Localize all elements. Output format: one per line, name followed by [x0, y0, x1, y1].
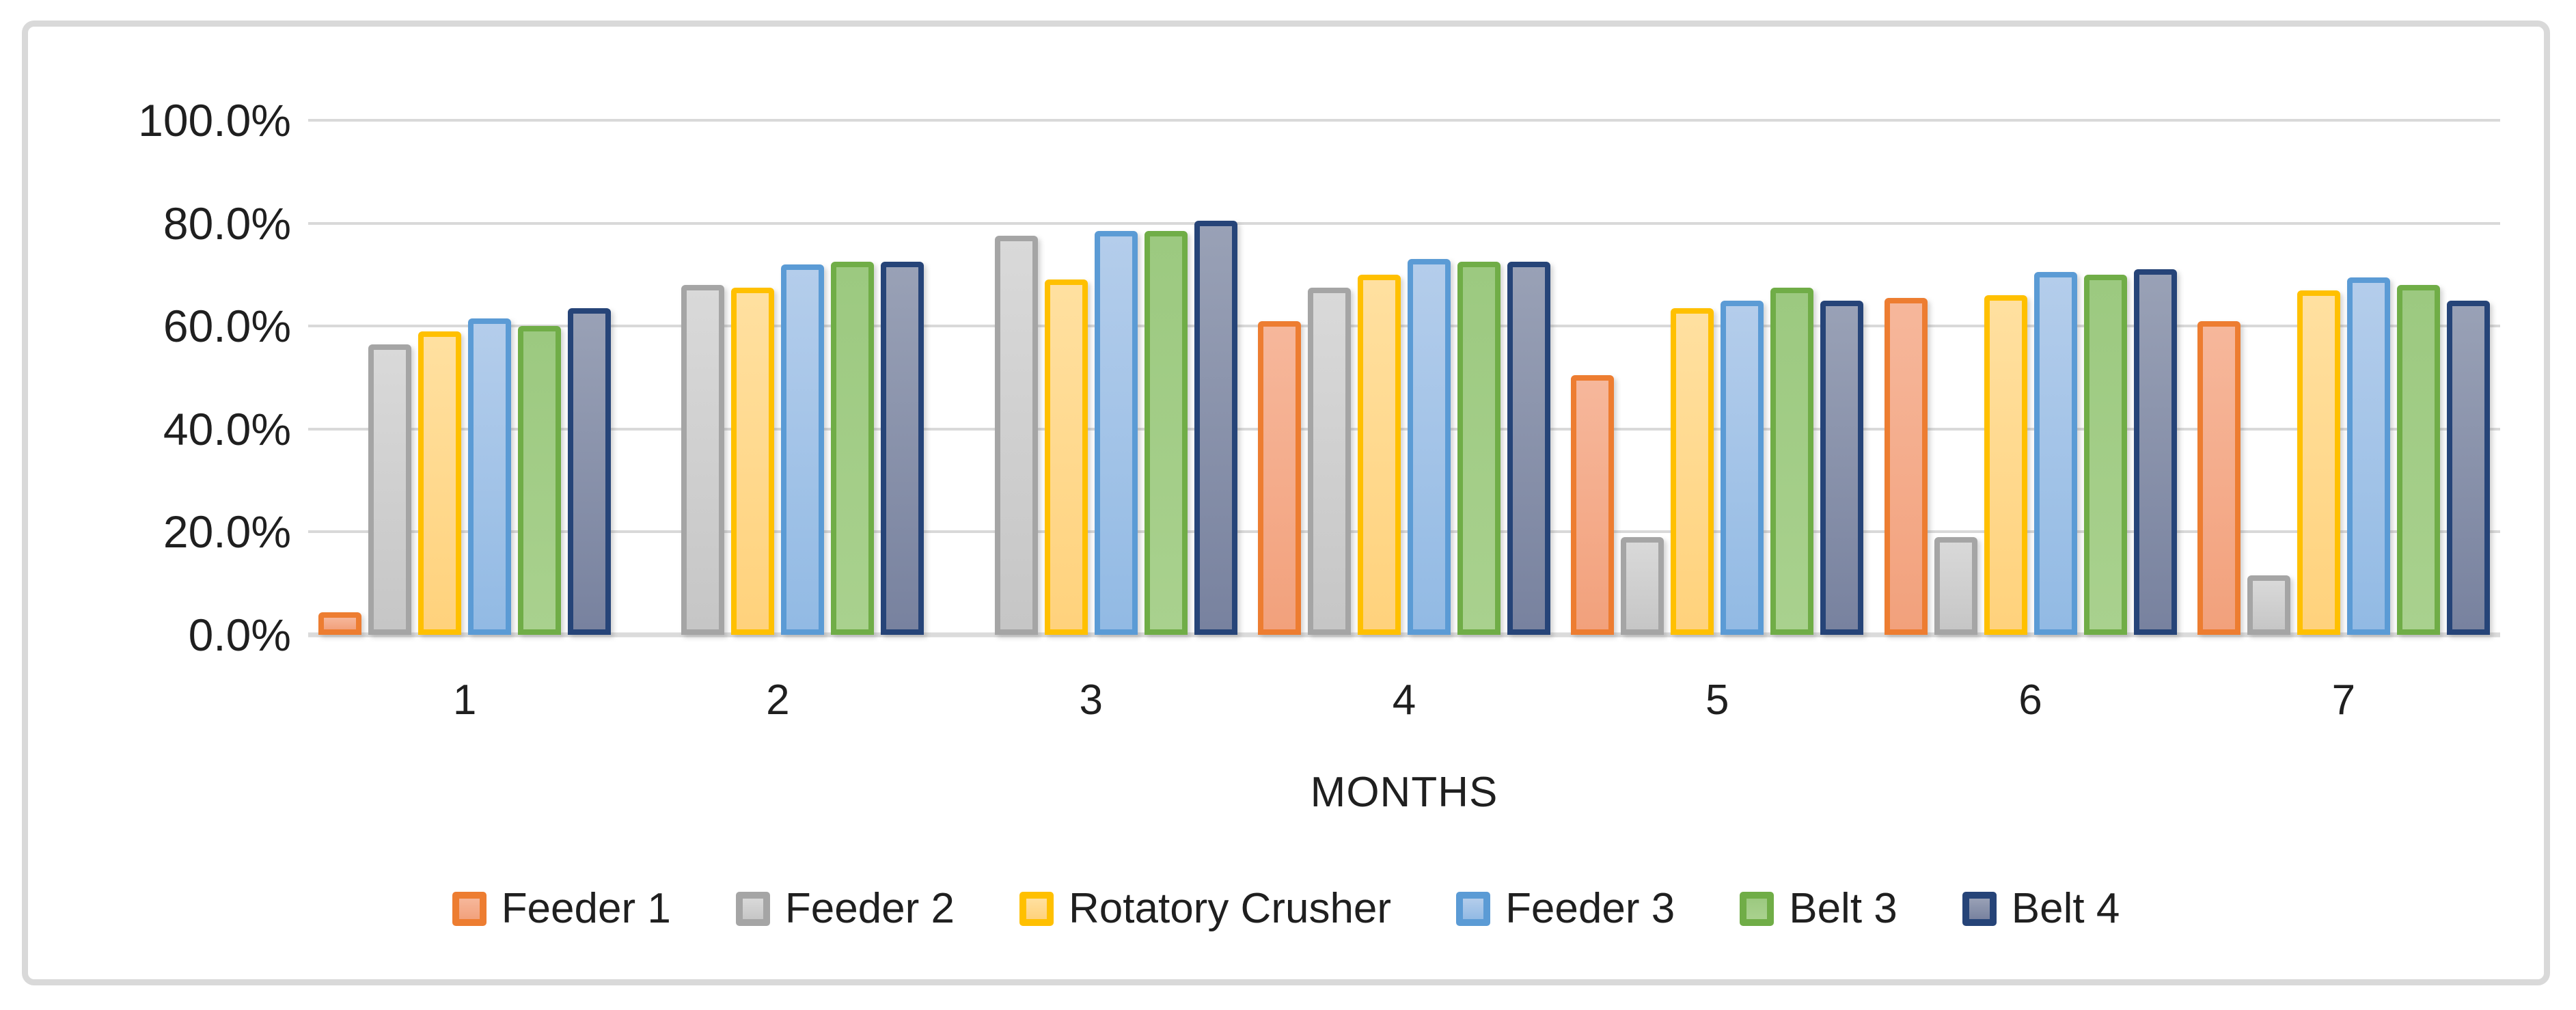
bar-feeder-3-month-3 [1094, 230, 1138, 635]
bar-feeder-2-month-2 [681, 284, 725, 635]
gridline [308, 325, 2500, 328]
bar-rotatory-crusher-month-3 [1044, 279, 1088, 635]
x-tick-label-1: 1 [452, 677, 477, 724]
legend-item-feeder-1: Feeder 1 [452, 884, 671, 933]
legend-item-belt-3: Belt 3 [1740, 884, 1897, 933]
gridline [308, 221, 2500, 225]
bar-feeder-1-month-5 [1571, 374, 1615, 635]
legend-label-rotatory-crusher: Rotatory Crusher [1069, 885, 1392, 932]
legend-swatch-feeder-3 [1456, 891, 1491, 926]
bar-belt-3-month-6 [2083, 274, 2127, 635]
bar-belt-4-month-4 [1507, 262, 1550, 635]
bar-rotatory-crusher-month-1 [418, 331, 462, 635]
bar-group-month-7 [2187, 120, 2500, 635]
bar-feeder-1-month-1 [318, 612, 362, 635]
y-tick-label: 40.0% [163, 403, 291, 454]
bar-groups [308, 120, 2500, 635]
bar-feeder-3-month-2 [781, 264, 825, 635]
x-tick-label-6: 6 [2018, 677, 2042, 724]
x-axis-tick-labels: 1 2 3 4 5 6 7 [308, 676, 2500, 724]
bar-feeder-3-month-1 [468, 318, 512, 635]
bar-feeder-2-month-5 [1621, 536, 1664, 635]
bar-belt-4-month-7 [2446, 300, 2490, 635]
legend-swatch-belt-3 [1740, 891, 1775, 926]
bar-rotatory-crusher-month-2 [731, 287, 775, 635]
legend-swatch-belt-4 [1962, 891, 1997, 926]
legend-item-belt-4: Belt 4 [1962, 884, 2120, 933]
bar-group-month-2 [621, 120, 934, 635]
legend-item-feeder-3: Feeder 3 [1456, 884, 1675, 933]
bar-rotatory-crusher-month-6 [1984, 295, 2027, 635]
plot-area [308, 119, 2500, 638]
x-tick-label-4: 4 [1392, 677, 1416, 724]
bar-group-month-6 [1874, 120, 2187, 635]
bar-belt-3-month-4 [1457, 262, 1501, 635]
bar-feeder-3-month-5 [1721, 300, 1764, 635]
bar-feeder-1-month-6 [1884, 297, 1928, 635]
y-tick-label: 0.0% [188, 610, 291, 660]
legend-label-feeder-2: Feeder 2 [784, 885, 955, 932]
legend-item-rotatory-crusher: Rotatory Crusher [1019, 884, 1391, 933]
bar-feeder-2-month-7 [2247, 575, 2290, 635]
x-axis-line [308, 632, 2500, 638]
bar-group-month-5 [1561, 120, 1874, 635]
bar-belt-3-month-5 [1770, 287, 1814, 635]
y-tick-label: 60.0% [163, 301, 291, 352]
x-tick-label-7: 7 [2331, 677, 2356, 724]
bar-rotatory-crusher-month-4 [1357, 274, 1401, 635]
y-tick-label: 20.0% [163, 506, 291, 558]
bar-feeder-3-month-7 [2346, 277, 2390, 635]
chart-figure: 100.0% 80.0% 60.0% 40.0% 20.0% 0.0% 1 2 3 4 5 6 7 M… [22, 21, 2550, 985]
bar-rotatory-crusher-month-7 [2297, 290, 2340, 635]
bar-feeder-1-month-4 [1257, 320, 1301, 635]
bar-belt-3-month-2 [831, 262, 875, 635]
bar-feeder-2-month-3 [994, 236, 1038, 635]
legend-swatch-feeder-2 [735, 891, 770, 926]
bar-feeder-2-month-6 [1934, 536, 1977, 635]
bar-feeder-3-month-4 [1407, 259, 1451, 635]
bar-rotatory-crusher-month-5 [1671, 308, 1714, 635]
legend-label-belt-3: Belt 3 [1789, 885, 1897, 932]
bar-belt-4-month-5 [1820, 300, 1864, 635]
legend-swatch-rotatory-crusher [1019, 891, 1054, 926]
gridline [308, 530, 2500, 534]
legend-label-feeder-1: Feeder 1 [501, 885, 671, 932]
x-axis-title: MONTHS [1310, 769, 1498, 816]
legend-swatch-feeder-1 [452, 891, 487, 926]
bar-belt-3-month-7 [2396, 284, 2440, 635]
y-tick-label: 100.0% [138, 95, 291, 146]
bar-feeder-1-month-7 [2197, 320, 2241, 635]
bar-feeder-3-month-6 [2033, 272, 2077, 635]
gridline [308, 119, 2500, 122]
legend-label-feeder-3: Feeder 3 [1505, 885, 1675, 932]
y-tick-label: 80.0% [163, 197, 291, 249]
bar-belt-3-month-1 [518, 326, 562, 635]
bar-feeder-2-month-4 [1307, 287, 1351, 635]
bar-group-month-4 [1248, 120, 1561, 635]
bar-belt-3-month-3 [1144, 230, 1188, 635]
legend-item-feeder-2: Feeder 2 [735, 884, 955, 933]
legend: Feeder 1 Feeder 2 Rotatory Crusher Feeder 3… [28, 884, 2544, 933]
bar-group-month-1 [308, 120, 621, 635]
x-tick-label-5: 5 [1705, 677, 1729, 724]
bar-belt-4-month-2 [881, 262, 924, 635]
bar-group-month-3 [935, 120, 1248, 635]
x-tick-label-2: 2 [766, 677, 790, 724]
y-axis-tick-labels: 100.0% 80.0% 60.0% 40.0% 20.0% 0.0% [76, 95, 291, 660]
bar-belt-4-month-1 [568, 308, 612, 635]
bar-belt-4-month-6 [2133, 269, 2177, 635]
legend-label-belt-4: Belt 4 [2011, 885, 2120, 932]
x-tick-label-3: 3 [1079, 677, 1103, 724]
bar-belt-4-month-3 [1194, 220, 1237, 635]
gridline [308, 427, 2500, 431]
bar-feeder-2-month-1 [368, 344, 412, 635]
